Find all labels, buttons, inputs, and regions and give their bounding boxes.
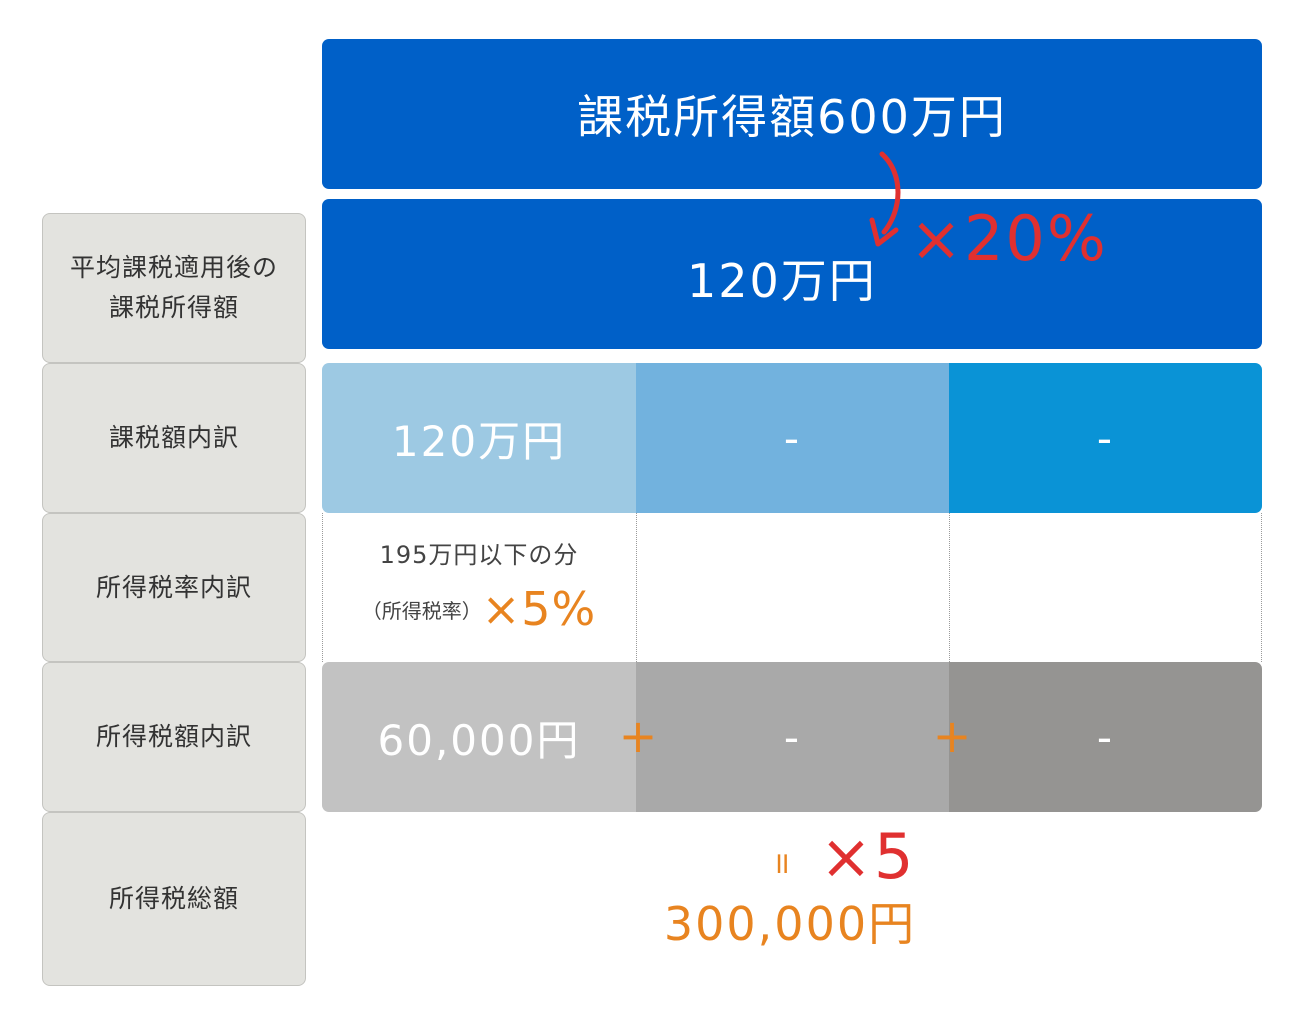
label-avg-line1: 平均課税適用後の: [69, 253, 278, 282]
label-tax-breakdown-text: 課税額内訳: [108, 423, 239, 452]
rate-annotation: ×20%: [910, 202, 1108, 275]
column-divider: [949, 513, 950, 662]
curved-arrow-icon: [869, 151, 901, 247]
label-tax-amount-breakdown: 所得税額内訳: [42, 662, 306, 812]
multiplier: ×5: [820, 820, 916, 893]
tax-cell-1: 60,000円: [322, 662, 636, 812]
breakdown-cell-2: -: [636, 363, 949, 513]
plus-sign-1: +: [618, 709, 658, 763]
banner-avg-income: 120万円: [322, 199, 1262, 349]
tax-cell-3: -: [949, 662, 1262, 812]
label-avg-line2: 課税所得額: [108, 293, 239, 322]
label-rate-breakdown-text: 所得税率内訳: [95, 572, 252, 602]
label-rate-breakdown: 所得税率内訳: [42, 513, 306, 662]
rate-cell-prefix: （所得税率）: [361, 598, 482, 623]
banner-taxable-income: 課税所得額600万円: [322, 39, 1262, 189]
breakdown-cell-1: 120万円: [322, 363, 636, 513]
banner-taxable-income-text: 課税所得額600万円: [577, 90, 1007, 144]
label-total-tax-text: 所得税総額: [108, 884, 239, 913]
rate-cell-line2: （所得税率） ×5%: [322, 582, 636, 636]
rate-cell-line1: 195万円以下の分: [379, 541, 579, 569]
banner-avg-income-text: 120万円: [687, 254, 877, 308]
equals-sign: ॥: [772, 846, 790, 881]
plus-sign-2: +: [932, 709, 972, 763]
column-divider: [322, 513, 323, 662]
label-tax-amount-breakdown-text: 所得税額内訳: [95, 722, 252, 751]
label-avg-taxable-income: 平均課税適用後の 課税所得額: [42, 213, 306, 363]
label-tax-breakdown: 課税額内訳: [42, 363, 306, 513]
rate-cell-rate: ×5%: [481, 582, 597, 636]
tax-cell-2: -: [636, 662, 949, 812]
breakdown-cell-3: -: [949, 363, 1262, 513]
total-tax-value: 300,000円: [663, 897, 917, 951]
column-divider: [636, 513, 637, 662]
label-total-tax: 所得税総額: [42, 812, 306, 986]
column-divider: [1261, 513, 1262, 662]
